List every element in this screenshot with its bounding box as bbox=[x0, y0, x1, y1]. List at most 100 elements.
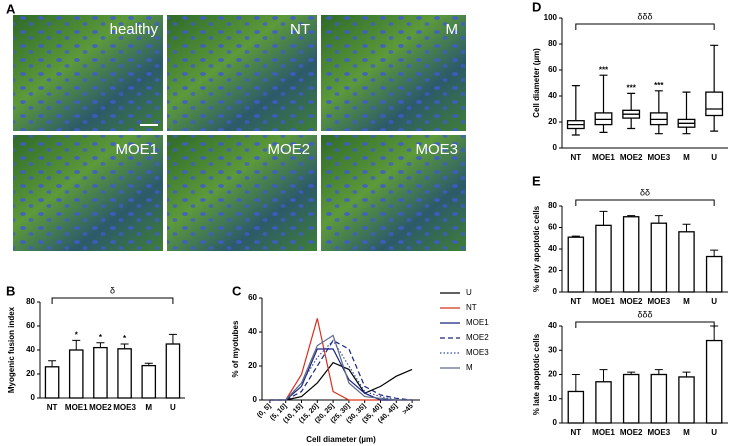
x-tick-label: U bbox=[170, 403, 176, 412]
image-label: NT bbox=[290, 21, 310, 38]
image-nuclei bbox=[321, 135, 466, 251]
x-tick-label: NT bbox=[47, 403, 58, 412]
image-nuclei bbox=[167, 15, 317, 131]
x-tick-label: M bbox=[683, 153, 690, 162]
x-tick-label: MOE3 bbox=[647, 153, 670, 162]
significance-label: *** bbox=[654, 81, 664, 90]
panel-label: B bbox=[6, 283, 15, 298]
bracket-label: δδδ bbox=[637, 11, 652, 21]
y-tick-label: 60 bbox=[26, 321, 35, 330]
error-bar bbox=[682, 223, 691, 232]
y-tick-label: 40 bbox=[548, 91, 557, 100]
series-line bbox=[269, 348, 413, 401]
error-bar bbox=[571, 374, 580, 392]
x-tick-label: NT bbox=[570, 297, 581, 306]
bar bbox=[595, 381, 612, 424]
error-bar bbox=[654, 369, 663, 375]
x-tick-label: MOE1 bbox=[592, 428, 615, 437]
bracket-label: δ bbox=[110, 285, 115, 295]
significance-label: * bbox=[99, 333, 103, 342]
y-tick-label: 20 bbox=[26, 369, 35, 378]
bracket-label: δδδ bbox=[637, 309, 652, 319]
y-tick-label: 40 bbox=[248, 327, 257, 336]
y-tick-label: 80 bbox=[548, 201, 557, 210]
y-tick-label: 40 bbox=[26, 345, 35, 354]
bar bbox=[678, 376, 695, 424]
x-tick-label: MOE2 bbox=[620, 297, 643, 306]
y-tick-label: 0 bbox=[553, 418, 558, 427]
image-nuclei bbox=[167, 135, 317, 251]
x-tick-label: MOE2 bbox=[620, 428, 643, 437]
panel-label: D bbox=[532, 0, 541, 14]
bar bbox=[141, 364, 157, 399]
x-axis-label: Cell diameter (µm) bbox=[306, 435, 376, 444]
series-line bbox=[269, 361, 413, 401]
bar bbox=[165, 343, 181, 399]
error-bar bbox=[710, 325, 719, 341]
x-tick-label: U bbox=[711, 428, 717, 437]
y-axis-label: % of myotubes bbox=[231, 320, 240, 377]
y-tick-label: 80 bbox=[548, 39, 557, 48]
y-tick-label: 60 bbox=[248, 293, 257, 302]
bar bbox=[567, 390, 585, 424]
x-tick-label: MOE2 bbox=[620, 153, 643, 162]
bar bbox=[44, 366, 60, 399]
y-tick-label: 10 bbox=[548, 394, 557, 403]
x-tick-label: M bbox=[683, 297, 690, 306]
x-tick-label: MOE1 bbox=[592, 153, 615, 162]
y-axis-label: % early apoptotic cells bbox=[532, 205, 541, 292]
bar bbox=[622, 216, 640, 293]
y-tick-label: 80 bbox=[26, 297, 35, 306]
x-tick-label: U bbox=[711, 153, 717, 162]
x-tick-label: M bbox=[683, 428, 690, 437]
significance-label: * bbox=[75, 331, 79, 340]
image-label: healthy bbox=[110, 21, 159, 38]
series-line bbox=[269, 339, 413, 401]
legend-label: M bbox=[466, 363, 473, 372]
significance-bracket bbox=[51, 297, 174, 304]
bar bbox=[93, 346, 108, 399]
y-tick-label: 0 bbox=[253, 395, 258, 404]
image-label: MOE2 bbox=[267, 141, 310, 158]
significance-bracket bbox=[575, 199, 715, 206]
error-bar bbox=[654, 215, 663, 224]
y-axis-label: Myogenic fusion index bbox=[7, 306, 16, 393]
y-tick-label: 20 bbox=[548, 117, 557, 126]
y-tick-label: 0 bbox=[553, 287, 558, 296]
x-tick-label: U bbox=[711, 297, 717, 306]
micrographs: healthy NT M MOE1 MOE2 MOE3 bbox=[13, 15, 466, 251]
error-bar bbox=[627, 371, 636, 375]
y-tick-label: 100 bbox=[544, 13, 558, 22]
panel-label: C bbox=[232, 283, 242, 298]
error-bar bbox=[72, 339, 81, 350]
y-axis-label: Cell diameter (µm) bbox=[532, 48, 541, 118]
error-bar bbox=[48, 360, 57, 367]
image-nuclei bbox=[13, 135, 163, 251]
bar bbox=[705, 255, 723, 293]
x-tick-label: NT bbox=[570, 153, 581, 162]
significance-bracket bbox=[575, 321, 715, 328]
panel-label: E bbox=[532, 173, 541, 188]
significance-label: *** bbox=[599, 65, 609, 74]
bracket-label: δδ bbox=[640, 187, 650, 197]
error-bar bbox=[599, 369, 608, 382]
x-tick-label: MOE3 bbox=[647, 428, 670, 437]
error-bar bbox=[682, 371, 691, 377]
legend-label: MOE2 bbox=[466, 333, 489, 342]
y-tick-label: 60 bbox=[548, 223, 557, 232]
legend-label: NT bbox=[466, 303, 477, 312]
image-nuclei bbox=[13, 15, 163, 131]
whisker bbox=[710, 44, 719, 132]
error-bar bbox=[627, 215, 636, 217]
y-tick-label: 20 bbox=[548, 370, 557, 379]
bar bbox=[567, 236, 585, 293]
image-nuclei bbox=[321, 15, 466, 131]
x-tick-label: NT bbox=[570, 428, 581, 437]
legend-label: U bbox=[466, 288, 472, 297]
y-tick-label: 20 bbox=[548, 266, 557, 275]
error-bar bbox=[710, 249, 719, 257]
bar bbox=[622, 373, 640, 424]
error-bar bbox=[168, 333, 177, 344]
x-tick-label: M bbox=[145, 403, 152, 412]
